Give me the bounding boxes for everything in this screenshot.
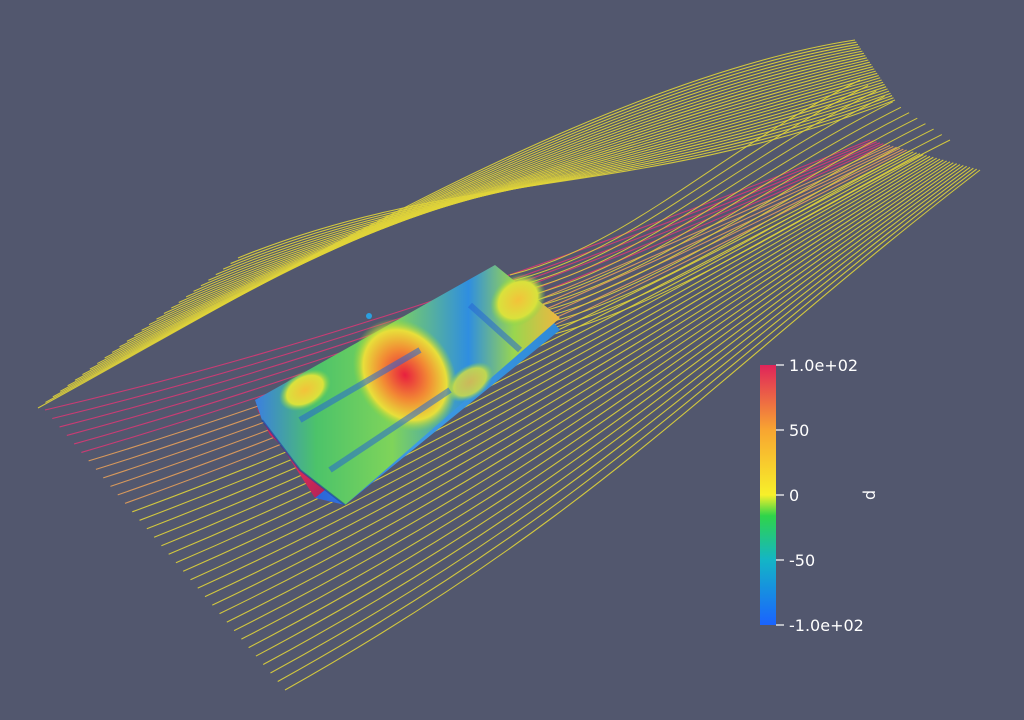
streamline <box>82 52 864 376</box>
streamline <box>67 48 862 387</box>
streamline <box>226 162 954 623</box>
streamline <box>237 99 896 259</box>
colorbar-tick-label: 1.0e+02 <box>789 356 858 375</box>
streamline <box>509 79 861 276</box>
streamline <box>284 169 981 691</box>
streamline <box>262 166 971 666</box>
streamline <box>119 63 872 348</box>
streamline <box>171 79 882 309</box>
streamline <box>178 81 884 303</box>
streamline <box>45 41 857 403</box>
pressure-colorbar: 1.0e+02 50 0 -50 -1.0e+02 p <box>760 356 881 635</box>
streamline <box>528 106 902 303</box>
colorbar-tick-label: -1.0e+02 <box>789 616 864 635</box>
streamline <box>212 160 947 606</box>
streamline <box>111 61 870 353</box>
streamline <box>134 68 875 337</box>
streamline <box>241 164 961 640</box>
streamline <box>126 66 873 342</box>
streamline <box>531 112 910 309</box>
streamline <box>204 159 944 598</box>
streamline <box>524 101 893 298</box>
streamline <box>248 165 964 649</box>
colorbar-tick-label: 50 <box>789 421 809 440</box>
vehicle-body <box>255 265 560 506</box>
streamline <box>97 57 867 365</box>
streamline <box>197 158 941 589</box>
streamline <box>190 157 937 581</box>
streamline <box>52 43 859 398</box>
colorbar-tick-label: -50 <box>789 551 815 570</box>
streamline <box>538 123 926 320</box>
streamline <box>37 39 856 409</box>
streamline <box>200 88 888 287</box>
streamline <box>146 152 917 530</box>
streamline <box>74 50 863 381</box>
streamline <box>542 128 934 325</box>
streamline <box>141 70 876 331</box>
streamline <box>148 72 878 326</box>
streamline <box>104 59 869 359</box>
streamline <box>517 90 877 287</box>
colorbar-tick-label: 0 <box>789 486 799 505</box>
streamline <box>277 168 977 682</box>
streamline <box>255 165 967 657</box>
streamline <box>153 153 921 538</box>
streamline <box>513 85 869 281</box>
streamline <box>175 155 931 564</box>
streamline <box>182 156 934 572</box>
streamline <box>185 83 885 298</box>
streamline <box>193 86 887 292</box>
streamline <box>233 163 957 632</box>
streamline <box>161 154 924 547</box>
streamline <box>546 134 943 331</box>
streamline <box>535 117 918 314</box>
colorbar-title: p <box>862 490 881 500</box>
colorbar-gradient <box>760 365 776 625</box>
streamline <box>163 77 881 315</box>
streamline <box>270 167 974 674</box>
streamline <box>520 95 885 292</box>
streamline <box>219 161 951 615</box>
streamlines <box>37 39 981 691</box>
streamline <box>549 139 951 336</box>
streamline <box>156 75 879 320</box>
streamline <box>168 154 927 555</box>
streamline <box>89 55 866 370</box>
streamline <box>59 46 860 392</box>
